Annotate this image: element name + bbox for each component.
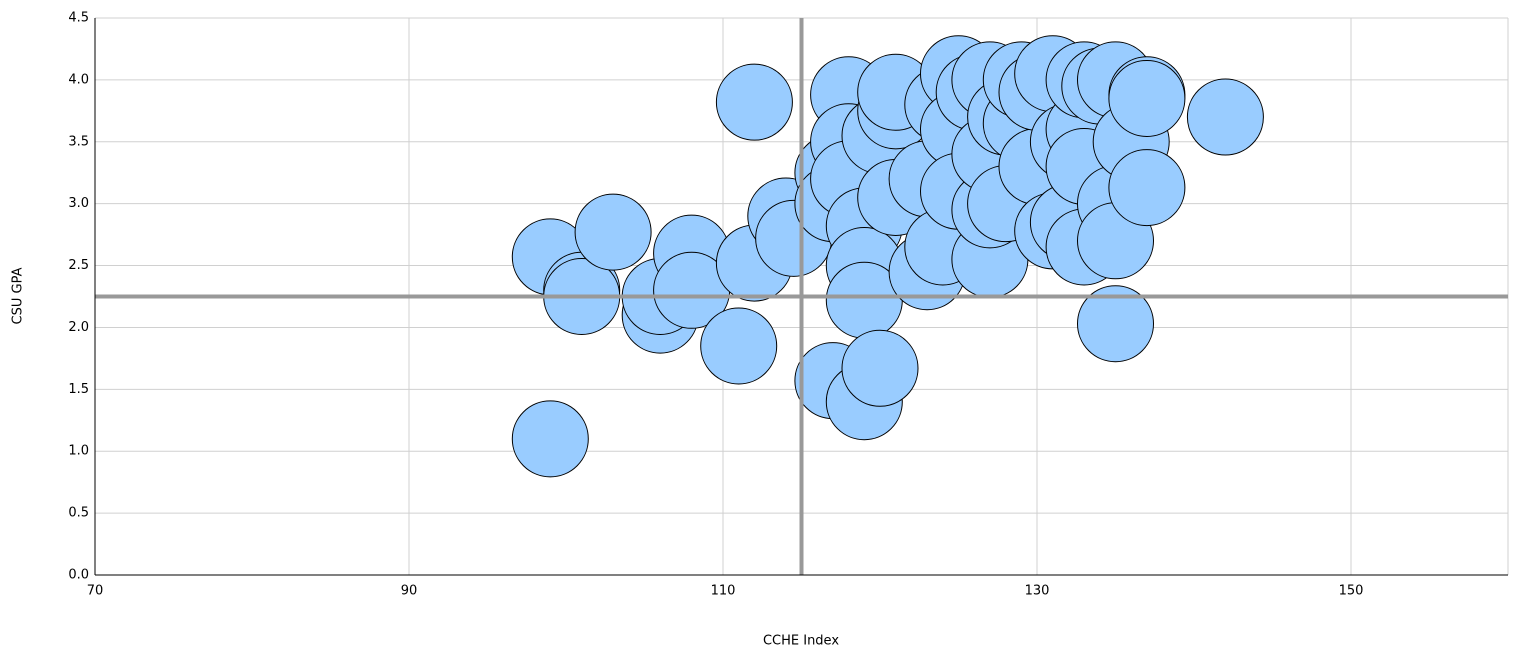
point	[574, 193, 652, 271]
x-tick-label: 130	[1025, 584, 1050, 599]
x-tick-label: 70	[87, 584, 104, 599]
y-axis-title: CSU GPA	[11, 267, 26, 324]
y-tick-label: 3.5	[68, 134, 89, 149]
x-tick-label: 150	[1339, 584, 1364, 599]
y-tick-label: 0.0	[68, 568, 89, 583]
point	[715, 63, 793, 141]
y-tick-label: 2.0	[68, 320, 89, 335]
y-tick-label: 2.5	[68, 258, 89, 273]
point	[1108, 149, 1186, 227]
y-tick-label: 1.0	[68, 444, 89, 459]
point	[1108, 59, 1186, 137]
point	[841, 329, 919, 407]
point	[700, 307, 778, 385]
y-tick-label: 0.5	[68, 506, 89, 521]
point	[1077, 285, 1154, 363]
x-axis-title: CCHE Index	[763, 634, 839, 649]
x-tick-label: 110	[711, 584, 736, 599]
y-tick-label: 3.0	[68, 196, 89, 211]
point	[1186, 78, 1264, 156]
point	[511, 400, 589, 478]
y-tick-label: 4.0	[68, 72, 89, 87]
y-tick-label: 1.5	[68, 382, 89, 397]
y-tick-label: 4.5	[68, 11, 89, 26]
x-tick-label: 90	[401, 584, 418, 599]
